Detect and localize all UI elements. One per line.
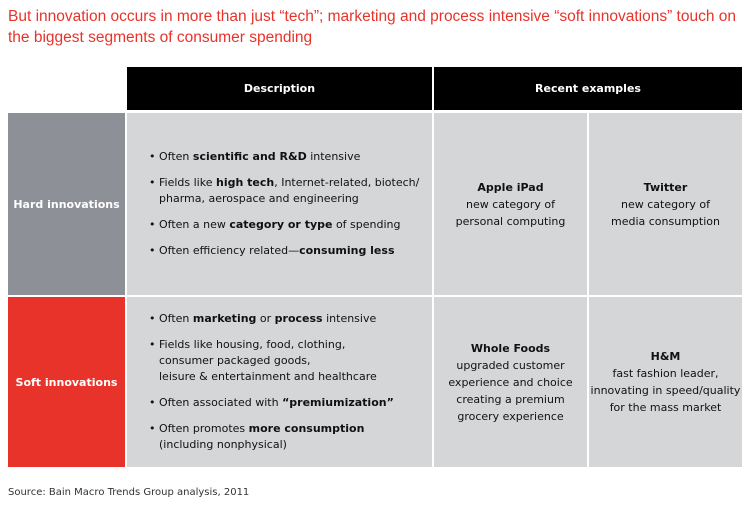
example-line: experience and choice <box>448 375 573 389</box>
row-label: Hard innovations <box>8 113 125 295</box>
example-line: media consumption <box>611 214 720 228</box>
example-line: upgraded customer <box>456 358 565 372</box>
example-cell: Apple iPad new category of personal comput… <box>434 113 587 295</box>
text-run: consumer packaged goods, <box>159 354 311 367</box>
example-line: creating a premium <box>456 392 565 406</box>
text-run: Often associated with <box>159 396 283 409</box>
text-run: category or type <box>229 218 333 231</box>
text-run: consuming less <box>299 244 395 257</box>
text-run: leisure & entertainment and healthcare <box>159 370 377 383</box>
example-name: Whole Foods <box>470 341 551 355</box>
bullet: Often promotes more consumption(includin… <box>149 421 432 453</box>
text-run: of spending <box>332 218 401 231</box>
bullet-line: Fields like housing, food, clothing, <box>159 337 432 353</box>
source-note: Source: Bain Macro Trends Group analysis… <box>8 487 250 498</box>
bullet: Fields like high tech, Internet-related,… <box>149 175 432 207</box>
header-cell: Recent examples <box>434 67 742 110</box>
example-line: for the mass market <box>609 401 722 414</box>
row-label: Soft innovations <box>8 297 125 467</box>
bullet-line: Often efficiency related—consuming less <box>159 243 432 259</box>
text-run: , Internet-related, biotech/ <box>274 176 420 189</box>
bullet-line: (including nonphysical) <box>159 437 432 453</box>
bullet-line: Often marketing or process intensive <box>159 311 432 327</box>
slide-title: But innovation occurs in more than just … <box>8 8 737 46</box>
bullet-line: pharma, aerospace and engineering <box>159 191 432 207</box>
bullet-line: leisure & entertainment and healthcare <box>159 369 432 385</box>
bullet: Often efficiency related—consuming less <box>149 243 432 259</box>
text-run: pharma, aerospace and engineering <box>159 192 359 205</box>
text-run: Often <box>159 150 193 163</box>
bullet-line: consumer packaged goods, <box>159 353 432 369</box>
text-run: Often promotes <box>159 422 249 435</box>
text-run: intensive <box>306 150 361 163</box>
bullet: Often associated with “premiumization” <box>149 395 432 411</box>
bullet: Often a new category or type of spending <box>149 217 432 233</box>
example-line: new category of <box>466 197 555 211</box>
text-run: high tech <box>215 176 275 189</box>
text-run: more consumption <box>248 422 365 435</box>
example-line: innovating in speed/quality <box>590 384 741 397</box>
example-cell: Whole Foods upgraded customer experience a… <box>434 297 587 467</box>
example-line: fast fashion leader, <box>612 367 719 380</box>
text-run: intensive <box>322 312 377 325</box>
example-line: personal computing <box>455 214 566 228</box>
text-run: Fields like <box>159 176 216 189</box>
description-cell: Often marketing or process intensive Fiel… <box>127 297 432 467</box>
text-run: scientific and R&D <box>192 150 307 163</box>
description-cell: Often scientific and R&D intensive Fields… <box>127 113 432 295</box>
example-line: new category of <box>621 197 710 211</box>
example-cell: H&M fast fashion leader, innovating in spe… <box>589 297 742 467</box>
bullet-line: Often scientific and R&D intensive <box>159 149 432 165</box>
example-cell: Twitter new category of media consumption <box>589 113 742 295</box>
bullet-line: Often associated with “premiumization” <box>159 395 432 411</box>
bullet-line: Often a new category or type of spending <box>159 217 432 233</box>
bullet: Often scientific and R&D intensive <box>149 149 432 165</box>
text-run: or <box>256 312 275 325</box>
example-name: Twitter <box>643 180 688 194</box>
example-name: Apple iPad <box>477 180 544 194</box>
header-cell: Description <box>127 67 432 110</box>
example-name: H&M <box>650 350 681 363</box>
text-run: Often efficiency related— <box>159 244 300 257</box>
bullet-line: Fields like high tech, Internet-related,… <box>159 175 432 191</box>
example-line: grocery experience <box>457 409 564 423</box>
bullet: Often marketing or process intensive <box>149 311 432 327</box>
bullet: Fields like housing, food, clothing, cons… <box>149 337 432 385</box>
text-run: “premiumization” <box>282 396 394 409</box>
text-run: Often <box>159 312 193 325</box>
text-run: (including nonphysical) <box>159 438 287 451</box>
text-run: Often a new <box>159 218 230 231</box>
text-run: marketing <box>192 312 257 325</box>
text-run: Fields like housing, food, clothing, <box>159 338 346 351</box>
text-run: process <box>274 312 323 325</box>
bullet-line: Often promotes more consumption <box>159 421 432 437</box>
